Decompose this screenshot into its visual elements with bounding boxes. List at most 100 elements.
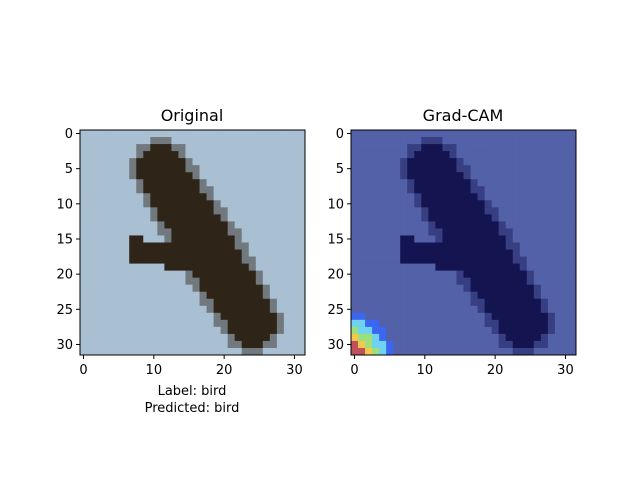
original-pixel — [276, 193, 285, 201]
original-pixel — [115, 277, 123, 286]
original-pixel — [87, 326, 95, 335]
gradcam-y-tick-label: 20 — [327, 268, 344, 283]
original-pixel — [178, 298, 186, 307]
gradcam-pixel — [526, 242, 535, 250]
original-pixel — [220, 207, 229, 215]
gradcam-pixel — [498, 263, 507, 272]
gradcam-pixel — [414, 298, 422, 307]
original-pixel — [276, 340, 285, 349]
original-pixel — [178, 165, 186, 173]
original-pixel — [178, 158, 186, 166]
gradcam-pixel — [358, 305, 366, 314]
gradcam-pixel — [540, 263, 549, 272]
gradcam-pixel — [386, 340, 394, 349]
original-pixel — [220, 179, 229, 187]
original-pixel — [136, 263, 144, 272]
original-pixel — [255, 270, 264, 279]
original-pixel — [143, 221, 151, 229]
gradcam-pixel — [533, 256, 542, 264]
original-pixel — [199, 179, 207, 187]
gradcam-pixel — [393, 228, 401, 236]
gradcam-pixel — [540, 319, 549, 328]
original-pixel — [255, 151, 264, 159]
gradcam-pixel — [547, 263, 556, 272]
original-pixel — [248, 221, 257, 229]
original-pixel — [143, 214, 151, 222]
gradcam-pixel — [540, 291, 549, 300]
gradcam-pixel — [519, 186, 528, 194]
original-pixel — [255, 333, 264, 342]
original-pixel — [94, 151, 102, 159]
original-pixel — [220, 312, 229, 321]
gradcam-pixel — [414, 235, 422, 243]
original-pixel — [199, 165, 207, 173]
gradcam-x-tick-label: 10 — [417, 363, 434, 378]
original-pixel — [94, 298, 102, 307]
gradcam-pixel — [484, 305, 493, 314]
gradcam-pixel — [491, 284, 500, 293]
gradcam-pixel — [554, 137, 563, 145]
original-pixel — [248, 193, 257, 201]
original-pixel — [157, 228, 165, 236]
original-pixel — [192, 319, 200, 328]
gradcam-pixel — [554, 221, 563, 229]
gradcam-pixel — [393, 270, 401, 279]
gradcam-pixel — [561, 158, 570, 166]
gradcam-pixel — [554, 326, 563, 335]
original-pixel — [213, 256, 222, 264]
original-pixel — [283, 242, 292, 250]
gradcam-pixel — [568, 214, 576, 222]
gradcam-pixel — [526, 298, 535, 307]
original-pixel — [297, 312, 305, 321]
gradcam-pixel — [372, 179, 380, 187]
original-pixel — [199, 305, 207, 314]
original-pixel — [136, 319, 144, 328]
gradcam-pixel — [414, 270, 422, 279]
gradcam-pixel — [505, 235, 514, 243]
gradcam-pixel — [456, 193, 464, 201]
gradcam-pixel — [428, 270, 436, 279]
gradcam-pixel — [449, 228, 457, 236]
gradcam-pixel — [393, 179, 401, 187]
gradcam-pixel — [400, 249, 408, 257]
original-pixel — [276, 186, 285, 194]
gradcam-pixel — [463, 137, 471, 145]
original-pixel — [115, 193, 123, 201]
gradcam-pixel — [505, 326, 514, 335]
original-pixel — [129, 263, 137, 272]
gradcam-pixel — [505, 137, 514, 145]
original-pixel — [178, 319, 186, 328]
original-pixel — [94, 193, 102, 201]
original-pixel — [290, 256, 299, 264]
gradcam-pixel — [351, 312, 359, 321]
gradcam-y-tick-label: 10 — [327, 197, 344, 212]
gradcam-pixel — [442, 172, 450, 180]
gradcam-pixel — [463, 333, 471, 342]
original-pixel — [157, 284, 165, 293]
gradcam-pixel — [568, 165, 576, 173]
gradcam-pixel — [379, 256, 387, 264]
original-pixel — [178, 277, 186, 286]
gradcam-pixel — [491, 326, 500, 335]
gradcam-pixel — [533, 270, 542, 279]
original-pixel — [80, 340, 88, 349]
gradcam-pixel — [533, 277, 542, 286]
gradcam-pixel — [400, 221, 408, 229]
gradcam-pixel — [561, 249, 570, 257]
gradcam-pixel — [407, 193, 415, 201]
gradcam-pixel — [407, 347, 415, 355]
original-pixel — [220, 193, 229, 201]
gradcam-pixel — [386, 158, 394, 166]
original-pixel — [269, 312, 278, 321]
gradcam-pixel — [484, 235, 493, 243]
original-pixel — [185, 263, 193, 272]
original-pixel — [164, 130, 172, 138]
gradcam-pixel — [379, 186, 387, 194]
gradcam-pixel — [477, 305, 485, 314]
original-pixel — [227, 340, 236, 349]
original-pixel — [136, 214, 144, 222]
gradcam-pixel — [477, 319, 485, 328]
gradcam-y-tick-label: 30 — [327, 338, 344, 353]
gradcam-y-tick-label: 5 — [336, 162, 344, 177]
